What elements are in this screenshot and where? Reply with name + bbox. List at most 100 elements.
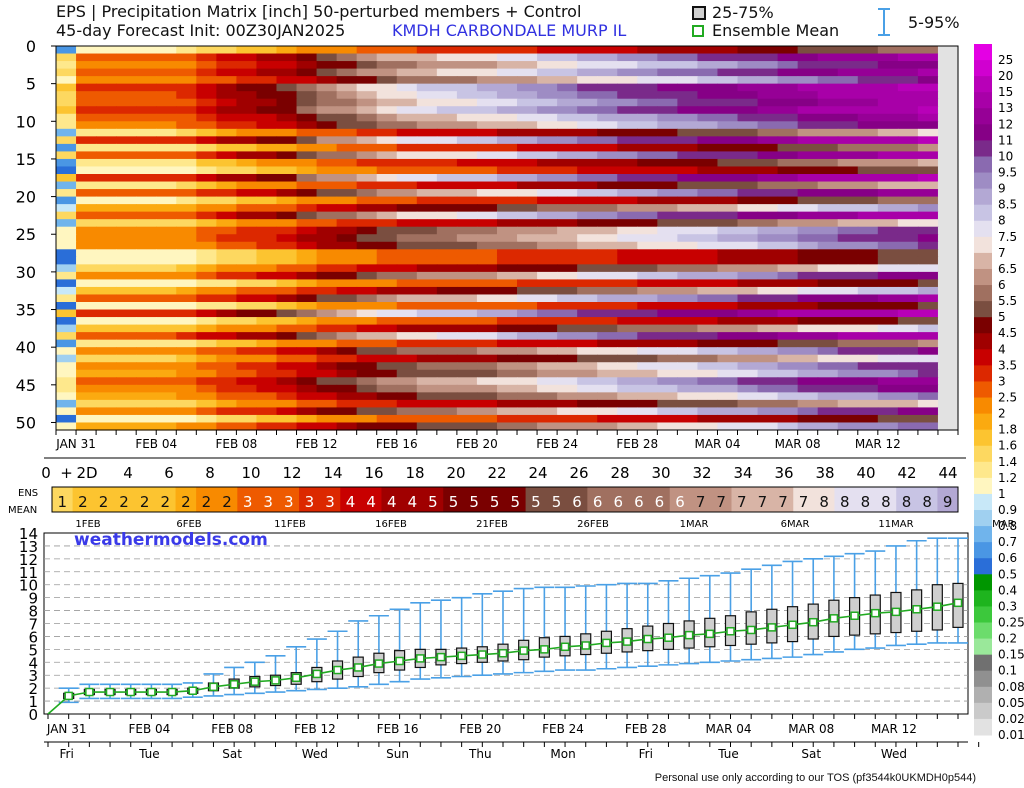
matrix-x-date-label: FEB 28 [616, 437, 658, 451]
weekday-label: Sun [386, 747, 409, 761]
matrix-cell [276, 196, 298, 205]
matrix-cell [136, 211, 157, 220]
matrix-cell [436, 279, 458, 288]
matrix-cell [316, 339, 338, 348]
colorbar: 252015131211109.598.587.576.565.554.543.… [974, 44, 1024, 742]
matrix-cell [476, 196, 498, 205]
matrix-cell [597, 53, 618, 62]
matrix-cell [757, 98, 779, 107]
matrix-cell [617, 362, 638, 371]
matrix-cell [897, 166, 919, 175]
matrix-cell [857, 143, 879, 153]
matrix-cell [577, 279, 598, 288]
matrix-cell [256, 414, 278, 424]
matrix-cell [96, 407, 117, 416]
matrix-cell [737, 189, 759, 198]
matrix-cell [857, 256, 879, 265]
matrix-cell [116, 158, 137, 168]
matrix-cell [617, 369, 638, 378]
matrix-cell [757, 414, 779, 424]
matrix-cell [797, 121, 819, 130]
matrix-cell [256, 369, 278, 378]
colorbar-label: 0.1 [998, 664, 1017, 678]
matrix-cell [537, 339, 558, 348]
matrix-cell [717, 422, 739, 431]
matrix-cell [216, 354, 237, 363]
matrix-cell [937, 76, 959, 85]
matrix-cell [56, 286, 77, 296]
matrix-cell [797, 324, 819, 333]
matrix-cell [697, 211, 719, 220]
matrix-cell [837, 332, 859, 341]
matrix-cell [757, 219, 779, 228]
plot-y-tick-label: 6 [28, 628, 38, 646]
matrix-cell [216, 121, 237, 130]
matrix-cell [116, 294, 137, 303]
ens-mean-value: 5 [552, 493, 562, 511]
matrix-cell [296, 143, 318, 153]
matrix-cell [416, 83, 438, 92]
matrix-cell [617, 211, 638, 220]
matrix-cell [156, 158, 177, 168]
matrix-cell [677, 339, 699, 348]
matrix-cell [496, 339, 518, 348]
matrix-cell [216, 113, 237, 122]
matrix-cell [276, 53, 298, 62]
matrix-cell [877, 53, 899, 62]
matrix-cell [236, 211, 258, 220]
matrix-cell [176, 151, 197, 160]
matrix-cell [236, 324, 258, 333]
matrix-cell [296, 249, 318, 258]
matrix-cell [436, 399, 458, 409]
matrix-cell [56, 226, 77, 235]
matrix-cell [557, 241, 578, 250]
matrix-cell [577, 76, 598, 85]
matrix-cell [436, 422, 458, 431]
matrix-cell [276, 143, 298, 153]
matrix-cell [937, 264, 959, 273]
matrix-cell [176, 113, 197, 122]
mean-marker [581, 641, 590, 650]
matrix-cell [416, 271, 438, 281]
ens-mean-cell [525, 487, 547, 512]
matrix-cell [697, 407, 719, 416]
matrix-cell [637, 339, 658, 348]
matrix-cell [156, 189, 177, 198]
colorbar-swatch [974, 654, 992, 672]
matrix-cell [617, 384, 638, 393]
matrix-cell [376, 158, 398, 168]
colorbar-label: 0.2 [998, 632, 1017, 646]
matrix-cell [637, 211, 658, 220]
matrix-cell [777, 61, 799, 70]
matrix-cell [737, 286, 759, 296]
matrix-cell [336, 377, 358, 386]
colorbar-swatch [974, 686, 992, 704]
matrix-cell [136, 309, 157, 318]
matrix-cell [737, 204, 759, 213]
matrix-cell [737, 61, 759, 70]
matrix-cell [196, 256, 217, 265]
matrix-cell [517, 354, 538, 363]
matrix-cell [677, 128, 699, 137]
colorbar-swatch [974, 461, 992, 479]
matrix-cell [216, 302, 237, 311]
matrix-cell [156, 332, 177, 341]
matrix-cell [116, 399, 137, 409]
matrix-cell [416, 264, 438, 273]
matrix-cell [677, 226, 699, 235]
matrix-cell [176, 121, 197, 130]
matrix-cell [56, 219, 77, 228]
matrix-cell [557, 302, 578, 311]
matrix-cell [156, 76, 177, 85]
matrix-cell [637, 294, 658, 303]
matrix-cell [877, 76, 899, 85]
matrix-cell [176, 369, 197, 378]
matrix-cell [657, 106, 678, 115]
matrix-cell [256, 354, 278, 363]
matrix-cell [136, 249, 157, 258]
matrix-cell [577, 324, 598, 333]
matrix-cell [577, 61, 598, 70]
matrix-cell [737, 211, 759, 220]
legend-whisker-icon [878, 8, 890, 36]
matrix-cell [557, 407, 578, 416]
